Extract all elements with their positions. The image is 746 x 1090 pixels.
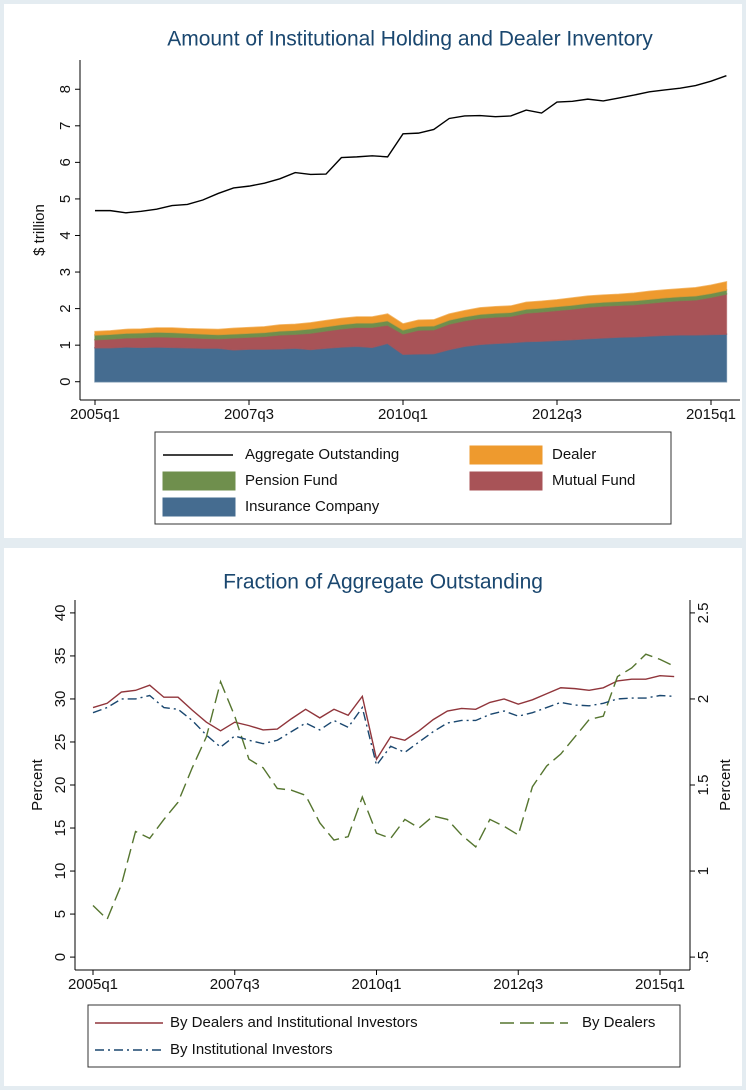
data-line bbox=[95, 75, 727, 214]
x-tick-label: 2010q1 bbox=[351, 976, 401, 993]
legend-label: Aggregate Outstanding bbox=[245, 446, 399, 463]
y2-tick-label: 1 bbox=[695, 867, 712, 875]
legend-key bbox=[162, 471, 236, 491]
y-tick-label: 40 bbox=[52, 605, 69, 622]
legend-key bbox=[469, 471, 543, 491]
y-tick-label: 2 bbox=[57, 304, 74, 312]
y-tick-label: 5 bbox=[52, 910, 69, 918]
data-line bbox=[92, 694, 675, 767]
data-line bbox=[92, 653, 675, 921]
legend-label: Dealer bbox=[552, 446, 596, 463]
x-tick-label: 2007q3 bbox=[210, 976, 260, 993]
legend-label: Mutual Fund bbox=[552, 472, 635, 489]
x-tick-label: 2012q3 bbox=[532, 406, 582, 423]
legend-label: By Dealers bbox=[582, 1014, 655, 1031]
y-tick-label: 6 bbox=[57, 158, 74, 166]
legend-label: Insurance Company bbox=[245, 498, 380, 515]
x-tick-label: 2007q3 bbox=[224, 406, 274, 423]
legend-key bbox=[469, 445, 543, 465]
y-tick-label: 1 bbox=[57, 341, 74, 349]
chart-title: Fraction of Aggregate Outstanding bbox=[223, 571, 543, 594]
data-line bbox=[92, 675, 675, 761]
y2-tick-label: 2 bbox=[695, 695, 712, 703]
x-tick-label: 2015q1 bbox=[686, 406, 736, 423]
y-tick-label: 4 bbox=[57, 231, 74, 239]
y2-tick-label: 1.5 bbox=[695, 775, 712, 796]
y-tick-label: 15 bbox=[52, 820, 69, 837]
legend-key bbox=[162, 497, 236, 517]
y-tick-label: 8 bbox=[57, 85, 74, 93]
y-tick-label: 0 bbox=[57, 378, 74, 386]
x-tick-label: 2012q3 bbox=[493, 976, 543, 993]
stacked-area bbox=[94, 280, 728, 336]
x-tick-label: 2005q1 bbox=[70, 406, 120, 423]
legend-box bbox=[87, 1004, 681, 1068]
y2-axis-label: Percent bbox=[717, 758, 734, 811]
x-tick-label: 2010q1 bbox=[378, 406, 428, 423]
legend-label: By Dealers and Institutional Investors bbox=[170, 1014, 418, 1031]
x-tick-label: 2005q1 bbox=[68, 976, 118, 993]
legend-label: Pension Fund bbox=[245, 472, 338, 489]
y-tick-label: 25 bbox=[52, 734, 69, 751]
y-tick-label: 10 bbox=[52, 863, 69, 880]
y-tick-label: 20 bbox=[52, 777, 69, 794]
y-tick-label: 30 bbox=[52, 691, 69, 708]
y-tick-label: 5 bbox=[57, 195, 74, 203]
y2-tick-label: .5 bbox=[695, 951, 712, 964]
y-axis-label: $ trillion bbox=[31, 204, 48, 256]
y-tick-label: 3 bbox=[57, 268, 74, 276]
y-tick-label: 0 bbox=[52, 953, 69, 961]
legend-label: By Institutional Investors bbox=[170, 1041, 333, 1058]
y-tick-label: 35 bbox=[52, 648, 69, 665]
legend-box bbox=[154, 431, 672, 525]
panel-background bbox=[4, 548, 742, 1086]
x-tick-label: 2015q1 bbox=[635, 976, 685, 993]
chart-title: Amount of Institutional Holding and Deal… bbox=[167, 28, 653, 51]
y-tick-label: 7 bbox=[57, 122, 74, 130]
y-axis-label: Percent bbox=[29, 758, 46, 811]
y2-tick-label: 2.5 bbox=[695, 602, 712, 623]
